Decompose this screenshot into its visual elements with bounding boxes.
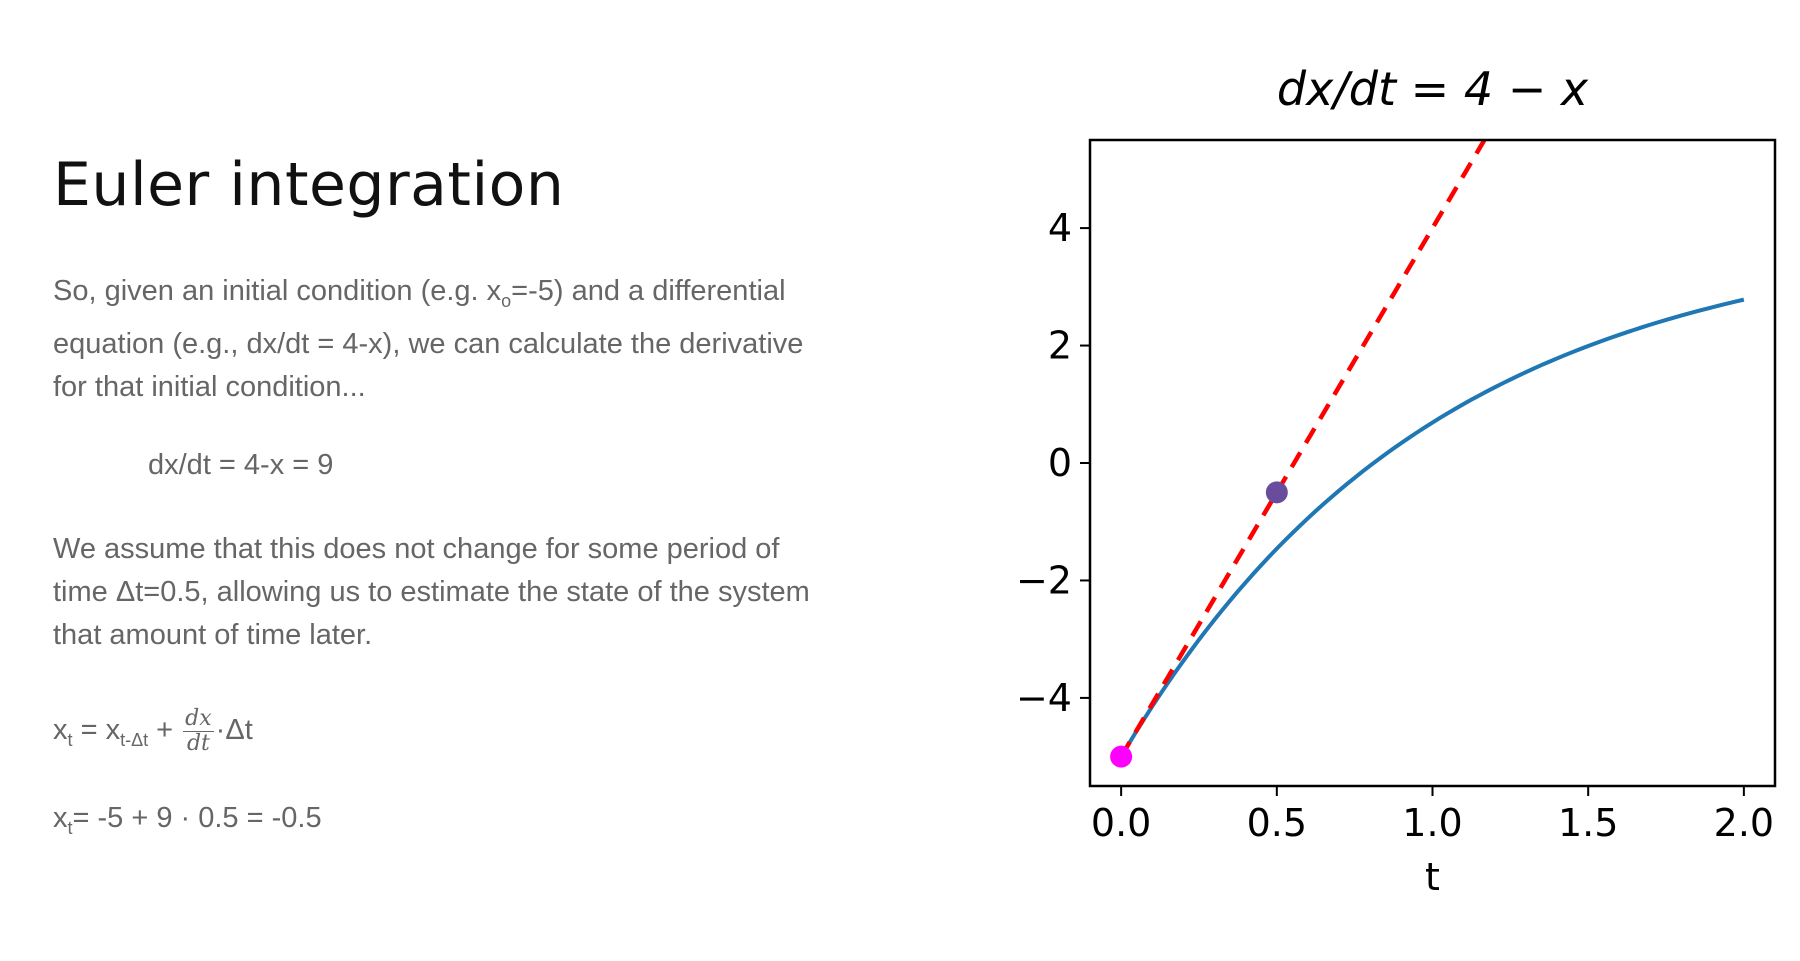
x-tick-label: 1.5: [1558, 801, 1618, 845]
solution-curve: [1119, 297, 1745, 758]
euler-step-point: [1265, 481, 1288, 504]
formula-sub-t-dt: t-Δt: [120, 729, 149, 750]
x-tick-label: 1.0: [1402, 801, 1462, 845]
formula-plus: +: [148, 713, 182, 746]
slide-text-panel: Euler integration So, given an initial c…: [53, 150, 813, 839]
formula-equals: = x: [72, 713, 121, 746]
y-tick-label: 4: [1048, 206, 1072, 250]
x-tick-label: 2.0: [1714, 801, 1774, 845]
initial-point: [1110, 745, 1133, 768]
chart-container: dx/dt = 4 − x 0.0 0.5 1.0 1.5 2.0 −4 −2 0 2 4 t: [1000, 60, 1800, 957]
plot-frame: [1088, 138, 1777, 788]
y-tick-label: 2: [1048, 324, 1072, 368]
intro-paragraph: So, given an initial condition (e.g. xo=…: [53, 270, 813, 409]
formula-x: x: [53, 713, 68, 746]
intro-text-b: =-5) and a differential equation (e.g., …: [53, 275, 804, 403]
y-tick-label: 0: [1048, 441, 1072, 485]
assumption-paragraph: We assume that this does not change for …: [53, 532, 810, 651]
x-tick-label: 0.0: [1091, 801, 1151, 845]
x-axis-label: t: [1425, 855, 1440, 899]
result-sub-t: t: [67, 817, 73, 838]
euler-chart: dx/dt = 4 − x 0.0 0.5 1.0 1.5 2.0 −4 −2 0 2 4 t: [1016, 62, 1777, 899]
result-expression: = -5 + 9 · 0.5 = -0.5: [72, 801, 322, 834]
derivative-equation: dx/dt = 4-x = 9: [148, 448, 334, 481]
y-tick-label: −2: [1016, 558, 1072, 602]
intro-text-a: So, given an initial condition (e.g. x: [53, 275, 502, 307]
intro-subscript: o: [501, 290, 512, 311]
y-tick-label: −4: [1016, 676, 1072, 720]
formula-fraction: dx dt: [183, 705, 214, 756]
euler-formula: xt = xt-Δt + dx dt ·Δt: [53, 705, 813, 756]
tangent-line: [1119, 140, 1488, 758]
x-tick-label: 0.5: [1247, 801, 1307, 845]
fraction-numerator: dx: [183, 705, 214, 732]
fraction-denominator: dt: [186, 730, 210, 756]
slide-title: Euler integration: [53, 150, 565, 220]
formula-delta-t: ·Δt: [215, 713, 253, 746]
result-x: x: [53, 801, 68, 834]
chart-title: dx/dt = 4 − x: [1277, 62, 1589, 116]
euler-result: xt= -5 + 9 · 0.5 = -0.5: [53, 802, 813, 839]
formula-sub-t: t: [67, 729, 73, 750]
